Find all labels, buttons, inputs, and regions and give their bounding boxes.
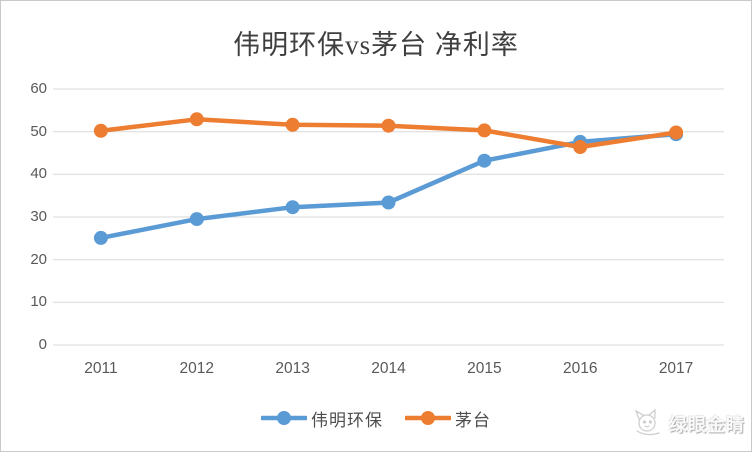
legend-label: 伟明环保 [311,410,383,430]
y-tick-label: 50 [30,122,47,140]
data-point-marker [381,118,396,133]
data-point-marker [669,125,684,140]
x-tick-label: 2011 [84,360,118,377]
x-tick-label: 2016 [562,360,598,377]
y-tick-label: 20 [30,250,47,268]
chart-title: 伟明环保vs茅台 净利率 [233,30,519,60]
data-point-marker [189,212,204,227]
x-tick-label: 2012 [179,360,215,377]
data-point-marker [381,195,396,210]
legend-marker-icon [405,411,451,425]
y-tick-label: 10 [30,293,47,311]
y-tick-label: 60 [30,80,47,97]
legend-item-0: 伟明环保 [261,406,383,431]
x-tick-label: 2014 [371,360,406,377]
data-point-marker [573,140,588,154]
data-point-marker [285,200,300,215]
y-tick-label: 0 [38,336,47,353]
data-point-marker [477,123,492,138]
data-point-marker [285,117,300,132]
watermark: 绿眼金睛 [629,407,745,441]
x-tick-label: 2015 [467,360,502,377]
data-point-marker [477,153,492,168]
chart-legend: 伟明环保 茅台 [1,403,751,433]
series-line [98,131,679,241]
legend-label: 茅台 [455,410,491,430]
y-tick-label: 40 [30,165,47,183]
data-point-marker [189,112,204,127]
cat-face-icon [634,408,660,436]
legend-marker-icon [261,411,307,425]
series-1 [93,112,684,154]
legend-item-1: 茅台 [405,406,491,431]
data-point-marker [93,230,108,245]
data-point-marker [93,123,108,138]
x-tick-label: 2017 [658,360,694,377]
watermark-text: 绿眼金睛 [669,415,745,435]
y-tick-label: 30 [30,208,47,225]
x-tick-label: 2013 [275,360,310,377]
